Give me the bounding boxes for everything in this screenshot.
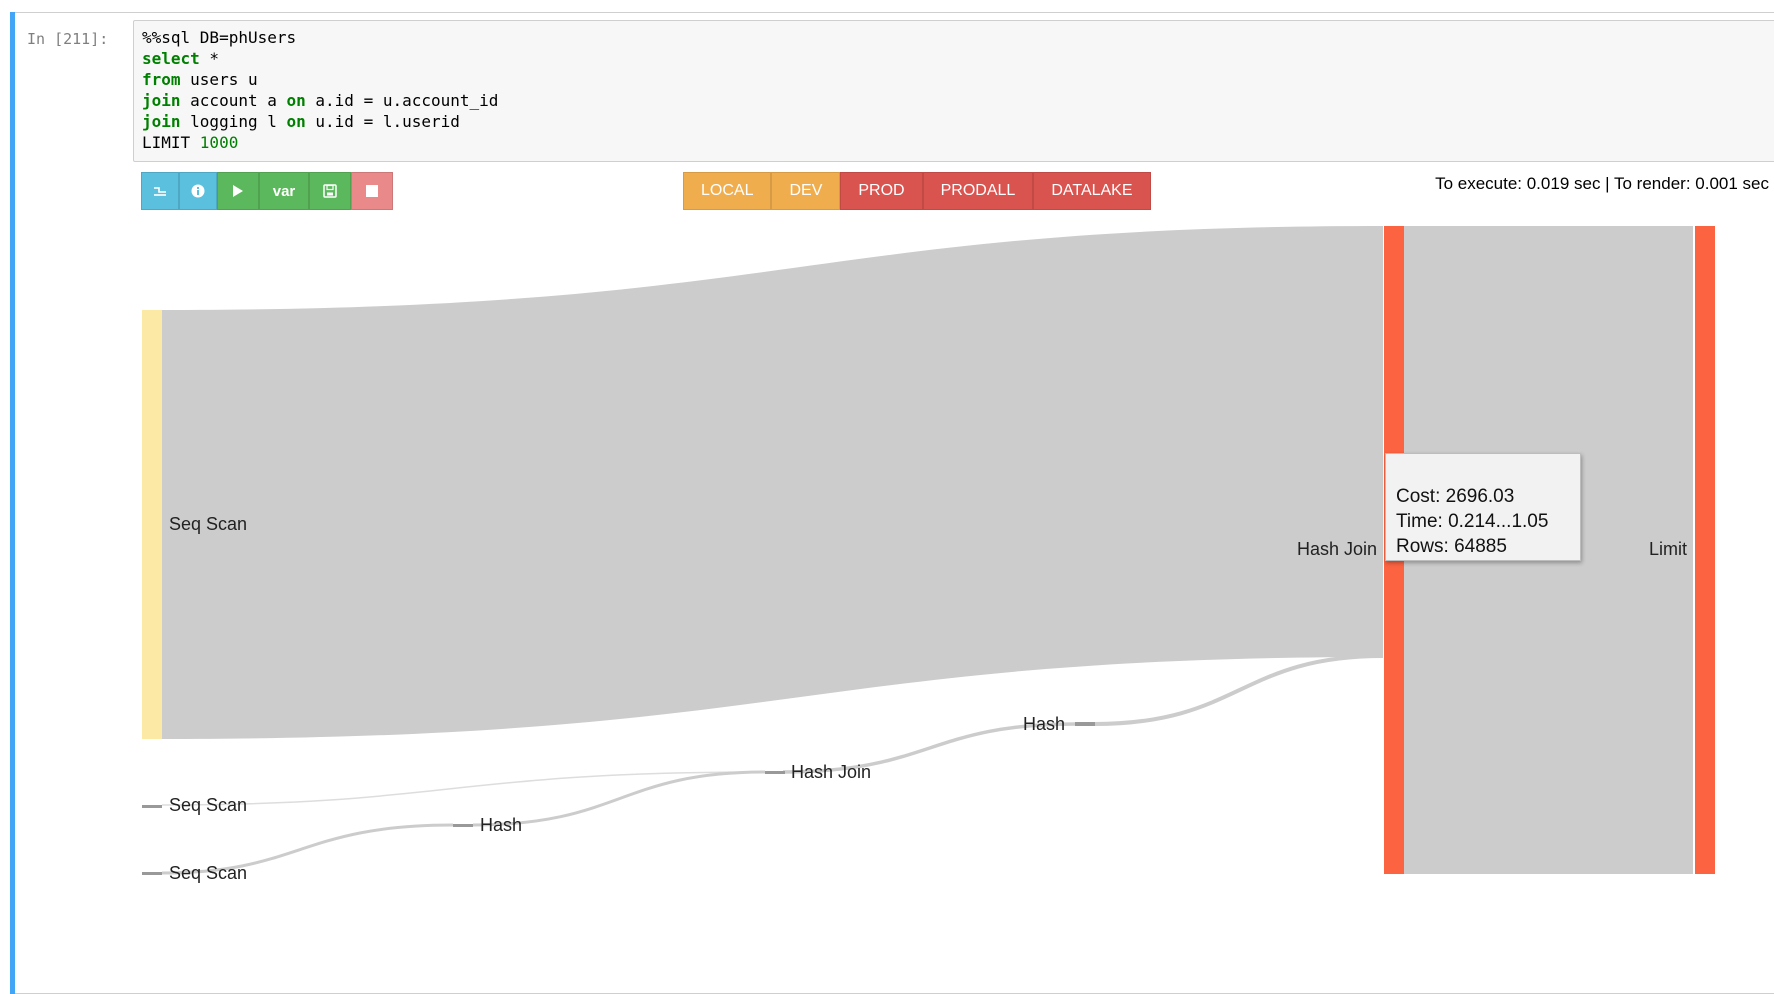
play-icon — [233, 185, 243, 197]
info-icon — [191, 184, 205, 198]
node-label-seq-scan-3: Seq Scan — [169, 863, 247, 883]
node-label-hash-join-2: Hash Join — [1297, 539, 1377, 559]
code-line[interactable]: LIMIT 1000 — [142, 132, 1774, 153]
tooltip-time: Time: 0.214...1.05 — [1396, 511, 1549, 532]
save-button[interactable] — [309, 172, 351, 210]
stop-icon — [366, 185, 378, 197]
code-keyword: join — [142, 112, 181, 131]
code-text: users u — [180, 70, 258, 89]
code-text: account a — [180, 91, 287, 110]
env-local-button[interactable]: LOCAL — [683, 172, 772, 210]
chart-icon — [154, 187, 166, 196]
node-label-seq-scan-2: Seq Scan — [169, 795, 247, 815]
link-seqscan-hashjoin[interactable] — [162, 226, 1383, 739]
code-line[interactable]: join logging l on u.id = l.userid — [142, 111, 1774, 132]
code-line[interactable]: join account a on a.id = u.account_id — [142, 90, 1774, 111]
stop-button[interactable] — [351, 172, 393, 210]
code-text: a.id = u.account_id — [305, 91, 499, 110]
cell-toolbar: var — [141, 172, 393, 210]
env-dev-button[interactable]: DEV — [771, 172, 841, 210]
code-text: logging l — [180, 112, 287, 131]
chart-button[interactable] — [141, 172, 179, 210]
code-number: 1000 — [199, 133, 239, 152]
env-datalake-button[interactable]: DATALAKE — [1033, 172, 1151, 210]
node-seq-scan-3[interactable] — [142, 872, 162, 875]
code-keyword: from — [142, 70, 181, 89]
environment-selector: LOCAL DEV PROD PRODALL DATALAKE — [683, 172, 1151, 210]
code-text: LIMIT — [142, 133, 200, 152]
link-seqscan-hash[interactable] — [161, 823, 454, 875]
env-prod-button[interactable]: PROD — [840, 172, 923, 210]
node-hash-2[interactable] — [1075, 722, 1095, 726]
node-label-hash-join-1: Hash Join — [791, 762, 871, 782]
code-text: * — [199, 49, 220, 68]
link-hashjoin-hash[interactable] — [782, 722, 1076, 774]
code-line[interactable]: select * — [142, 48, 1774, 69]
link-hash-hashjoin-large[interactable] — [1093, 654, 1384, 726]
code-editor[interactable]: %%sql DB=phUsers select * from users u join… — [133, 20, 1774, 162]
code-keyword: join — [142, 91, 181, 110]
code-text: u.id = l.userid — [305, 112, 460, 131]
link-seqscan-hashjoin-small[interactable] — [161, 771, 766, 806]
tooltip-cost: Cost: 2696.03 — [1396, 486, 1515, 507]
run-button[interactable] — [217, 172, 259, 210]
link-hash-hashjoin[interactable] — [472, 770, 766, 827]
code-keyword: on — [286, 91, 306, 110]
var-button[interactable]: var — [259, 172, 309, 210]
timing-info: To execute: 0.019 sec | To render: 0.001… — [1435, 174, 1769, 193]
node-label-limit: Limit — [1649, 539, 1687, 559]
node-limit[interactable] — [1695, 226, 1715, 874]
save-icon — [323, 184, 337, 198]
code-line[interactable]: from users u — [142, 69, 1774, 90]
tooltip-rows: Rows: 64885 — [1396, 536, 1507, 557]
cell-selection-bar — [10, 12, 15, 994]
env-prodall-button[interactable]: PRODALL — [922, 172, 1034, 210]
node-label-seq-scan-1: Seq Scan — [169, 514, 247, 534]
node-label-hash-2: Hash — [1023, 714, 1065, 734]
info-button[interactable] — [179, 172, 217, 210]
node-tooltip: Cost: 2696.03 Time: 0.214...1.05 Rows: 6… — [1385, 453, 1581, 561]
code-line[interactable]: %%sql DB=phUsers — [142, 27, 1774, 48]
cell-prompt: In [211]: — [27, 30, 109, 48]
node-seq-scan-1[interactable] — [142, 310, 162, 739]
node-hash-join-1[interactable] — [765, 771, 785, 774]
node-hash-1[interactable] — [453, 824, 473, 827]
code-text: %%sql DB=phUsers — [142, 28, 297, 47]
code-keyword: on — [286, 112, 306, 131]
node-seq-scan-2[interactable] — [142, 805, 162, 808]
node-label-hash-1: Hash — [480, 815, 522, 835]
code-keyword: select — [142, 49, 200, 68]
